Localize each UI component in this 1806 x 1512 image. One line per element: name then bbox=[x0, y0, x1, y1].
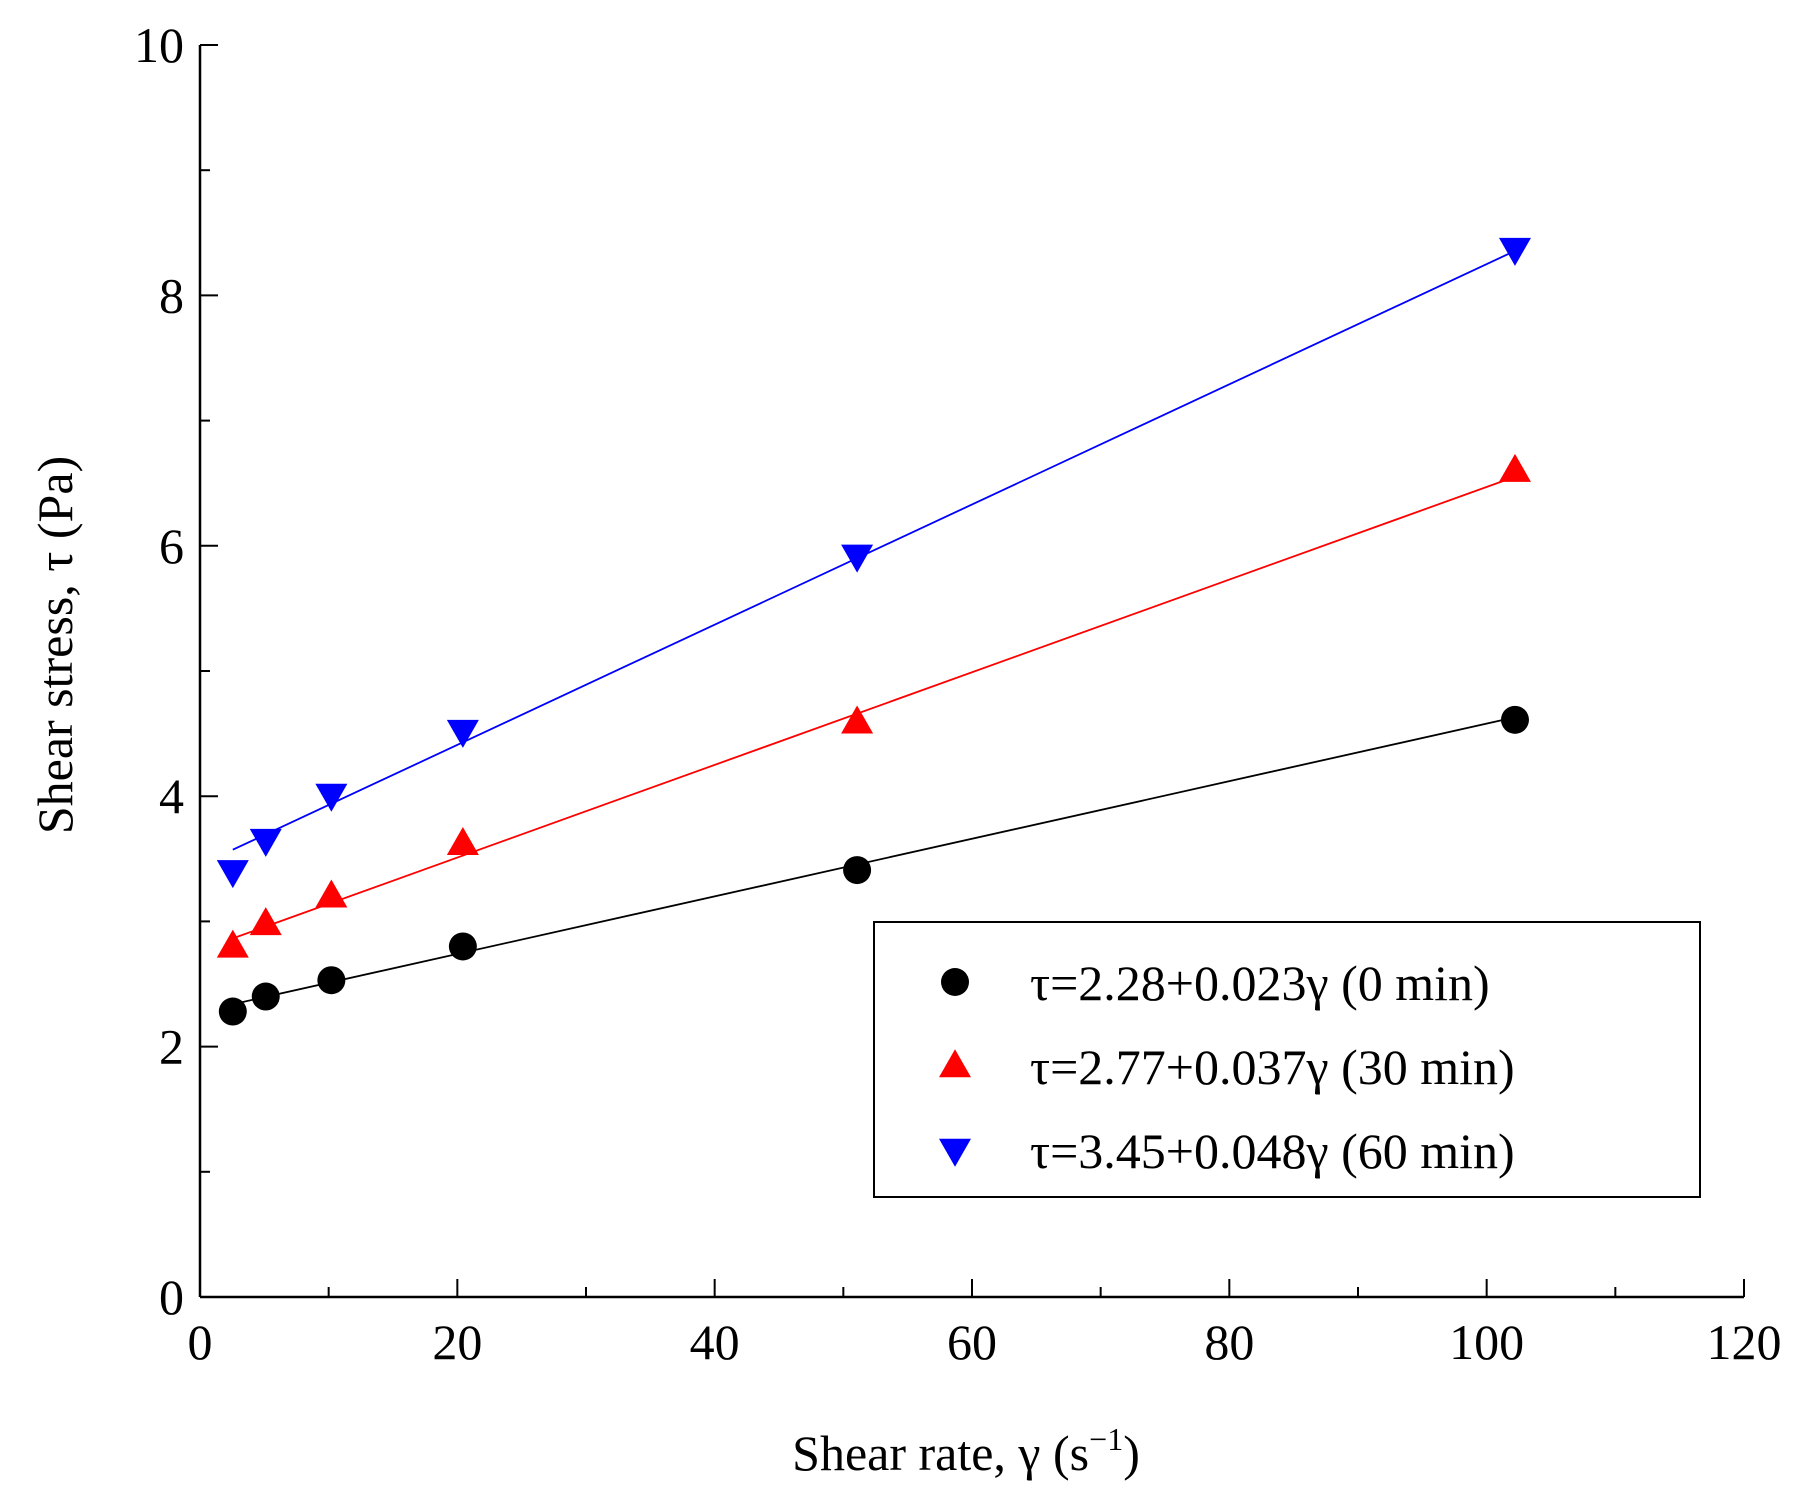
fit-line-series-1 bbox=[232, 475, 1516, 940]
data-point-series-0 bbox=[218, 997, 247, 1026]
y-tick-label: 4 bbox=[159, 768, 184, 824]
legend-box bbox=[873, 921, 1701, 1198]
y-tick-label: 6 bbox=[159, 518, 184, 574]
data-markers bbox=[216, 237, 1531, 1026]
data-point-series-0 bbox=[843, 856, 872, 885]
legend-markers bbox=[939, 968, 971, 1167]
data-point-series-1 bbox=[315, 879, 348, 908]
x-tick-label: 100 bbox=[1449, 1314, 1524, 1370]
legend-label-30min: τ=2.77+0.037γ (30 min) bbox=[1030, 1039, 1515, 1095]
x-axis-title-superscript: −1 bbox=[1089, 1421, 1123, 1457]
x-tick-label: 20 bbox=[432, 1314, 482, 1370]
data-point-series-1 bbox=[216, 929, 249, 958]
y-axis-title: Shear stress, τ (Pa) bbox=[27, 456, 83, 834]
legend-marker-series-2 bbox=[939, 1138, 971, 1167]
data-point-series-2 bbox=[1498, 237, 1531, 266]
x-tick-label: 0 bbox=[188, 1314, 213, 1370]
x-axis-title-end: ) bbox=[1123, 1425, 1140, 1481]
data-point-series-1 bbox=[446, 826, 479, 855]
x-tick-label: 60 bbox=[947, 1314, 997, 1370]
y-tick-label: 8 bbox=[159, 267, 184, 323]
fit-line-series-0 bbox=[232, 716, 1516, 1006]
data-point-series-0 bbox=[1500, 705, 1529, 734]
data-point-series-2 bbox=[315, 783, 348, 812]
x-axis-title: Shear rate, γ (s−1) bbox=[792, 1421, 1140, 1481]
data-point-series-2 bbox=[216, 860, 249, 889]
y-tick-label: 10 bbox=[134, 17, 184, 73]
legend: τ=2.28+0.023γ (0 min) τ=2.77+0.037γ (30 … bbox=[873, 921, 1701, 1198]
data-point-series-1 bbox=[249, 907, 282, 936]
data-point-series-2 bbox=[446, 719, 479, 748]
data-point-series-1 bbox=[1498, 453, 1531, 482]
data-point-series-2 bbox=[841, 544, 874, 573]
data-point-series-0 bbox=[448, 932, 477, 961]
fit-lines bbox=[232, 250, 1516, 1006]
x-tick-label: 120 bbox=[1707, 1314, 1782, 1370]
legend-label-60min: τ=3.45+0.048γ (60 min) bbox=[1030, 1123, 1515, 1179]
legend-marker-series-1 bbox=[939, 1049, 971, 1078]
data-point-series-0 bbox=[317, 966, 346, 995]
ticks: 0 20 40 60 80 100 120 0 2 4 6 8 10 bbox=[134, 17, 1782, 1370]
data-point-series-0 bbox=[251, 982, 280, 1011]
y-tick-label: 2 bbox=[159, 1019, 184, 1075]
fit-line-series-2 bbox=[232, 250, 1516, 851]
y-tick-label: 0 bbox=[159, 1269, 184, 1325]
legend-marker-series-0 bbox=[941, 968, 969, 996]
legend-label-0min: τ=2.28+0.023γ (0 min) bbox=[1030, 955, 1490, 1011]
data-point-series-1 bbox=[841, 705, 874, 734]
x-tick-label: 80 bbox=[1204, 1314, 1254, 1370]
x-tick-label: 40 bbox=[690, 1314, 740, 1370]
data-point-series-2 bbox=[249, 828, 282, 857]
x-axis-title-main: Shear rate, γ (s bbox=[792, 1425, 1089, 1481]
